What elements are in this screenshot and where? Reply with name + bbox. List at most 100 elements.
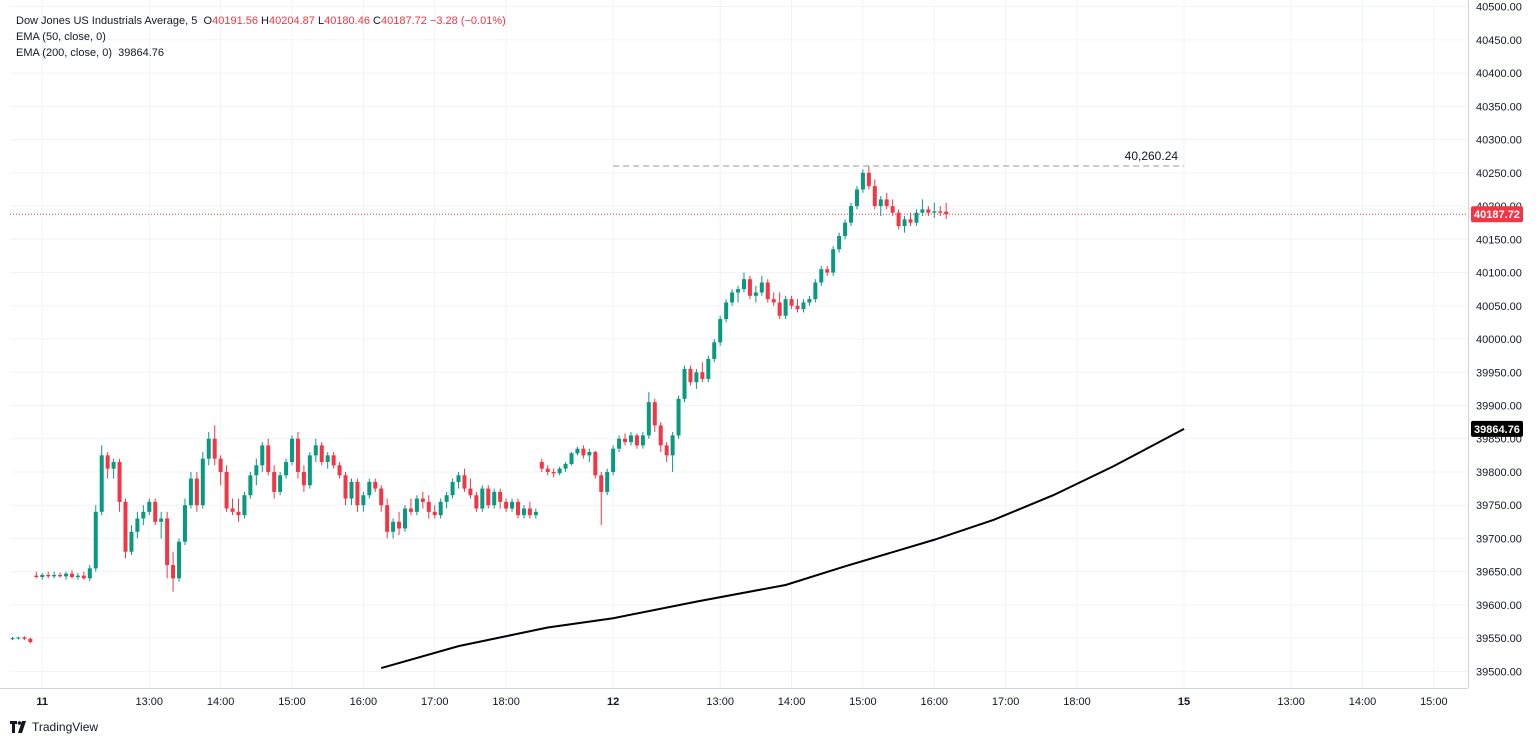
candle-body bbox=[355, 481, 360, 506]
candle bbox=[236, 498, 241, 522]
candle bbox=[135, 511, 140, 539]
time-tick-label: 15:00 bbox=[1420, 696, 1448, 708]
price-tick-label: 39750.00 bbox=[1476, 500, 1522, 512]
candle bbox=[920, 199, 925, 217]
candle bbox=[849, 202, 854, 227]
time-tick-label: 17:00 bbox=[992, 696, 1020, 708]
tradingview-logo[interactable]: TradingView bbox=[10, 720, 98, 734]
candle-body bbox=[819, 269, 824, 283]
price-tick-label: 40100.00 bbox=[1476, 268, 1522, 280]
legend-ema200-row[interactable]: EMA (200, close, 0) 39864.76 bbox=[16, 45, 506, 61]
price-tick-label: 40350.00 bbox=[1476, 101, 1522, 113]
price-axis: 39500.00 39550.00 39600.00 39650.00 39700.00… bbox=[1476, 2, 1522, 679]
candle-body bbox=[569, 453, 574, 464]
legend-symbol-row: Dow Jones US Industrials Average, 5 O401… bbox=[16, 13, 506, 29]
candle-body bbox=[373, 481, 378, 489]
candle bbox=[718, 315, 723, 346]
candle bbox=[111, 458, 116, 479]
candle bbox=[569, 452, 574, 466]
candle-body bbox=[605, 471, 610, 492]
candle bbox=[16, 636, 21, 640]
candle bbox=[141, 505, 146, 526]
candle-body bbox=[414, 498, 419, 512]
time-tick-label: 13:00 bbox=[1277, 696, 1305, 708]
reference-line-label: 40,260.24 bbox=[1125, 149, 1179, 163]
candle bbox=[498, 488, 503, 509]
candle-body bbox=[545, 468, 550, 472]
candle-body bbox=[408, 508, 413, 512]
candle bbox=[40, 573, 45, 580]
candle bbox=[843, 219, 848, 240]
candle bbox=[391, 518, 396, 539]
candle bbox=[456, 471, 461, 489]
legend-close-label: C bbox=[373, 15, 381, 27]
legend-high-value: 40204.87 bbox=[269, 15, 315, 27]
legend-low-label: L bbox=[317, 15, 325, 27]
candle-body bbox=[860, 172, 865, 190]
candle-body bbox=[521, 508, 526, 516]
candle bbox=[533, 508, 538, 519]
legend-ema50: EMA (50, close, 0) bbox=[16, 31, 106, 43]
candle-body bbox=[813, 282, 818, 300]
time-tick-label: 15:00 bbox=[849, 696, 877, 708]
tradingview-icon bbox=[10, 721, 26, 733]
candle-body bbox=[480, 488, 485, 509]
candle-body bbox=[224, 471, 229, 509]
candle bbox=[860, 169, 865, 193]
candle-body bbox=[432, 511, 437, 516]
candle-body bbox=[759, 282, 764, 293]
candle-body bbox=[926, 209, 931, 213]
candle bbox=[783, 295, 788, 320]
candle-body bbox=[105, 455, 110, 469]
candle-body bbox=[623, 438, 628, 443]
candle-body bbox=[200, 458, 205, 506]
price-tick-label: 39600.00 bbox=[1476, 600, 1522, 612]
candle bbox=[218, 455, 223, 486]
candle bbox=[664, 442, 669, 462]
candle bbox=[819, 265, 824, 286]
candle bbox=[730, 289, 735, 306]
candle bbox=[278, 471, 283, 496]
candle-body bbox=[777, 302, 782, 316]
candle bbox=[75, 573, 80, 580]
legend-ema50-row[interactable]: EMA (50, close, 0) bbox=[16, 29, 506, 45]
candle-body bbox=[99, 455, 104, 512]
candle-body bbox=[896, 212, 901, 227]
candle-body bbox=[938, 211, 943, 213]
candle-body bbox=[58, 574, 63, 577]
candle bbox=[741, 272, 746, 293]
candle bbox=[777, 292, 782, 320]
candle-body bbox=[361, 495, 366, 506]
candle-body bbox=[129, 531, 134, 552]
candle bbox=[284, 458, 289, 479]
candle-body bbox=[706, 358, 711, 379]
candle-body bbox=[212, 438, 217, 459]
candle bbox=[468, 478, 473, 499]
candle-body bbox=[688, 368, 693, 383]
candle-body bbox=[795, 305, 800, 310]
candle bbox=[712, 339, 717, 363]
candle-body bbox=[46, 574, 51, 577]
legend-open-label: O bbox=[203, 15, 213, 27]
time-tick-label: 15 bbox=[1178, 696, 1190, 708]
candle bbox=[539, 458, 544, 472]
candle bbox=[22, 636, 27, 641]
candle bbox=[515, 498, 520, 519]
candle-body bbox=[171, 565, 176, 579]
candle bbox=[902, 216, 907, 233]
candle bbox=[504, 498, 509, 512]
candle bbox=[795, 299, 800, 313]
candle-body bbox=[884, 199, 889, 207]
candle bbox=[747, 275, 752, 300]
candle-body bbox=[658, 425, 663, 446]
candle-body bbox=[783, 299, 788, 316]
price-tick-label: 39650.00 bbox=[1476, 567, 1522, 579]
candle-body bbox=[533, 511, 538, 516]
time-axis: 11 13:00 14:00 15:00 16:00 17:00 18:00 12 13:00 1… bbox=[36, 696, 1447, 708]
candle-body bbox=[272, 471, 277, 492]
candle-body bbox=[617, 438, 622, 449]
brand-name: TradingView bbox=[32, 720, 99, 734]
candle-body bbox=[218, 458, 223, 472]
candle bbox=[444, 491, 449, 509]
